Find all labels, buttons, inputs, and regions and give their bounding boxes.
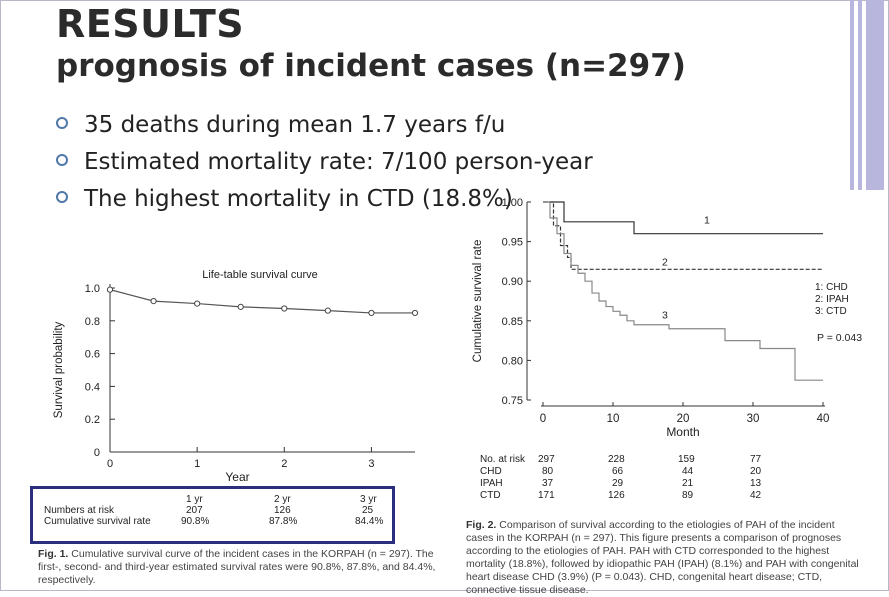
risk-table-box xyxy=(30,486,395,544)
x-tick-label: 10 xyxy=(607,413,620,425)
data-point xyxy=(281,305,288,312)
fig1-row-label: Numbers at risk xyxy=(44,505,115,516)
y-tick-label: 0.80 xyxy=(502,355,523,367)
legend-entry: 3: CTD xyxy=(815,306,847,317)
x-axis-label: Month xyxy=(666,425,699,439)
y-tick-label: 1.00 xyxy=(502,197,523,209)
fig2-cell: 80 xyxy=(542,466,554,477)
y-tick-label: 1.0 xyxy=(85,283,100,295)
fig1-cell: 126 xyxy=(274,505,291,516)
legend-entry: 2: IPAH xyxy=(815,294,849,305)
bullet-item: Estimated mortality rate: 7/100 person-y… xyxy=(56,149,593,175)
y-tick-label: 0.90 xyxy=(502,276,523,288)
y-tick-label: 0.85 xyxy=(502,316,523,328)
fig1-cell: 84.4% xyxy=(355,516,384,527)
data-point xyxy=(411,309,419,317)
p-value-label: P = 0.043 xyxy=(817,332,862,344)
fig2-cell: 297 xyxy=(538,454,555,465)
bullet-circle-icon xyxy=(56,190,68,203)
x-tick-label: 40 xyxy=(817,413,830,425)
x-tick-label: 30 xyxy=(747,413,760,425)
data-point xyxy=(324,307,331,314)
bullet-circle-icon xyxy=(56,153,68,166)
fig2-row-label: No. at risk xyxy=(480,454,526,465)
y-tick-label: 0.8 xyxy=(85,316,100,328)
decorative-bar xyxy=(850,0,854,190)
bullet-item: The highest mortality in CTD (18.8%) xyxy=(56,186,513,212)
fig2-cell: 21 xyxy=(682,478,694,489)
y-tick-label: 0.4 xyxy=(85,381,100,393)
x-tick-label: 3 xyxy=(368,458,374,470)
fig2-risk-table: No. at risk CHD IPAH CTD 297 80 37 171 2… xyxy=(480,454,820,509)
fig2-cell: 20 xyxy=(750,466,762,477)
data-point xyxy=(106,286,114,293)
fig2-cell: 44 xyxy=(682,466,694,477)
fig1-cell: 25 xyxy=(362,505,374,516)
fig2-cell: 126 xyxy=(608,490,625,501)
curve-label: 1 xyxy=(704,214,710,226)
fig2-cell: 37 xyxy=(542,478,554,489)
x-tick-label: 20 xyxy=(677,413,690,425)
fig2-row-label: CTD xyxy=(480,490,501,501)
y-tick-label: 0.2 xyxy=(85,414,100,426)
survival-curve-1 xyxy=(543,201,823,235)
data-point xyxy=(150,298,157,305)
slide-title: RESULTS xyxy=(56,2,245,46)
fig1-caption: Fig. 1. Cumulative survival curve of the… xyxy=(38,548,436,586)
fig1-col-header: 1 yr xyxy=(186,494,203,505)
x-tick-label: 1 xyxy=(194,458,200,470)
data-point xyxy=(237,303,244,310)
fig2-cell: 228 xyxy=(608,454,625,465)
legend-entry: 1: CHD xyxy=(815,282,848,293)
fig1-cell: 207 xyxy=(186,505,203,516)
y-tick-label: 0.6 xyxy=(85,349,100,361)
bullet-circle-icon xyxy=(56,116,68,129)
fig2-cell: 89 xyxy=(682,490,694,501)
curve-label: 3 xyxy=(662,309,668,321)
data-point xyxy=(368,309,375,317)
slide-subtitle: prognosis of incident cases (n=297) xyxy=(56,48,686,84)
fig2-row-label: CHD xyxy=(480,466,502,477)
life-table-survival-chart: Life-table survival curve 0 0.2 0.4 0.6 0.8 1.… xyxy=(53,269,419,484)
fig1-col-header: 2 yr xyxy=(274,494,291,505)
fig1-cell: 87.8% xyxy=(269,516,298,527)
fig1-row-label: Cumulative survival rate xyxy=(44,516,151,527)
bullet-item: 35 deaths during mean 1.7 years f/u xyxy=(56,112,505,138)
y-axis-label: Survival probability xyxy=(53,321,65,418)
fig2-cell: 29 xyxy=(612,478,624,489)
decorative-bar xyxy=(858,0,862,190)
x-axis-label: Year xyxy=(225,470,249,484)
survival-curve-2 xyxy=(543,201,823,270)
y-tick-label: 0.75 xyxy=(502,395,523,407)
data-point xyxy=(194,300,201,307)
decorative-bar xyxy=(866,0,884,190)
survival-curve-3 xyxy=(543,201,823,381)
fig2-row-label: IPAH xyxy=(480,478,503,489)
x-tick-label: 0 xyxy=(540,413,546,425)
y-tick-label: 0.95 xyxy=(502,237,523,249)
x-tick-label: 0 xyxy=(107,458,113,470)
fig2-cell: 66 xyxy=(612,466,624,477)
fig2-cell: 77 xyxy=(750,454,762,465)
curve-label: 2 xyxy=(662,256,668,268)
etiology-survival-chart: 0.75 0.80 0.85 0.90 0.95 1.00 0 10 20 30 40 Month Cu… xyxy=(472,197,862,439)
fig2-cell: 159 xyxy=(678,454,695,465)
x-tick-label: 2 xyxy=(281,458,287,470)
fig1-cell: 90.8% xyxy=(181,516,210,527)
fig2-cell: 13 xyxy=(750,478,762,489)
fig2-caption: Fig. 2. Comparison of survival according… xyxy=(466,519,859,596)
survival-line xyxy=(109,289,415,314)
y-axis-label: Cumulative survival rate xyxy=(472,240,484,363)
chart-title: Life-table survival curve xyxy=(202,269,318,281)
fig2-cell: 42 xyxy=(750,490,762,501)
y-tick-label: 0 xyxy=(94,447,100,459)
fig2-cell: 171 xyxy=(538,490,555,501)
fig1-col-header: 3 yr xyxy=(360,494,377,505)
